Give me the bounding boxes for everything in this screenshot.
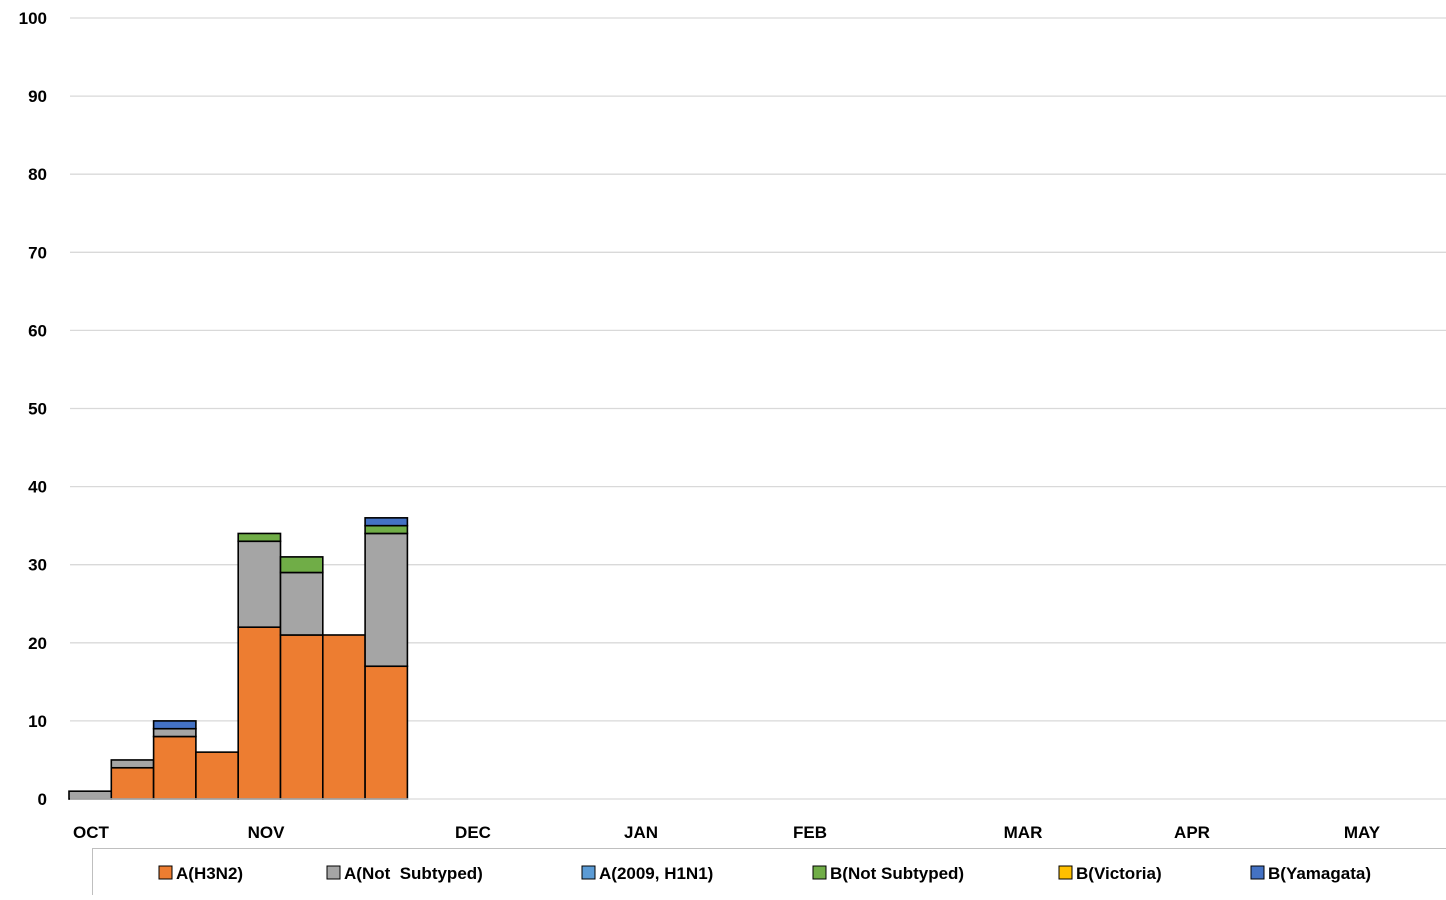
bar-segment <box>281 635 323 799</box>
legend-label: A(Not Subtyped) <box>344 864 483 883</box>
x-tick-label: DEC <box>455 823 491 842</box>
legend-swatch <box>159 866 172 879</box>
y-tick-label: 10 <box>28 712 47 731</box>
y-tick-label: 40 <box>28 478 47 497</box>
legend-label: A(2009, H1N1) <box>599 864 713 883</box>
bar-segment <box>365 518 407 526</box>
bar-segment <box>238 533 280 541</box>
legend: A(H3N2) A(Not Subtyped) A(2009, H1N1) B(Not… <box>93 849 1446 896</box>
y-tick-label: 50 <box>28 400 47 419</box>
bar-segment <box>365 666 407 799</box>
y-tick-label: 80 <box>28 165 47 184</box>
legend-swatch <box>813 866 826 879</box>
legend-box <box>93 849 1446 896</box>
bar-segment <box>154 737 196 799</box>
x-tick-label: NOV <box>248 823 286 842</box>
bar-segment <box>196 752 238 799</box>
x-tick-label: MAY <box>1344 823 1381 842</box>
legend-label: B(Not Subtyped) <box>830 864 964 883</box>
bar-segment <box>323 635 365 799</box>
bar-segment <box>238 627 280 799</box>
bar-segment <box>281 557 323 573</box>
y-tick-label: 60 <box>28 321 47 340</box>
y-tick-label: 30 <box>28 556 47 575</box>
y-tick-label: 20 <box>28 634 47 653</box>
bar-segment <box>365 526 407 534</box>
legend-swatch <box>327 866 340 879</box>
bar-segment <box>69 791 111 799</box>
bar-segment <box>154 729 196 737</box>
bar-segment <box>154 721 196 729</box>
x-tick-label: MAR <box>1004 823 1043 842</box>
legend-swatch <box>582 866 595 879</box>
x-tick-label: FEB <box>793 823 827 842</box>
y-tick-label: 0 <box>38 790 47 809</box>
legend-label: B(Victoria) <box>1076 864 1162 883</box>
legend-label: B(Yamagata) <box>1268 864 1371 883</box>
x-tick-label: APR <box>1174 823 1210 842</box>
y-axis-ticks: 0 10 20 30 40 50 60 70 80 90 100 <box>19 9 47 809</box>
y-tick-label: 90 <box>28 87 47 106</box>
bar-segment <box>365 533 407 666</box>
bar-segment <box>111 768 153 799</box>
bar-segment <box>238 541 280 627</box>
bar-segment <box>281 573 323 635</box>
x-tick-label: OCT <box>73 823 110 842</box>
legend-swatch <box>1251 866 1264 879</box>
x-tick-label: JAN <box>624 823 658 842</box>
y-tick-label: 100 <box>19 9 47 28</box>
y-tick-label: 70 <box>28 243 47 262</box>
bars <box>69 518 407 799</box>
x-axis-ticks: OCT NOV DEC JAN FEB MAR APR MAY <box>73 823 1381 842</box>
bar-segment <box>111 760 153 768</box>
legend-label: A(H3N2) <box>176 864 243 883</box>
legend-swatch <box>1059 866 1072 879</box>
